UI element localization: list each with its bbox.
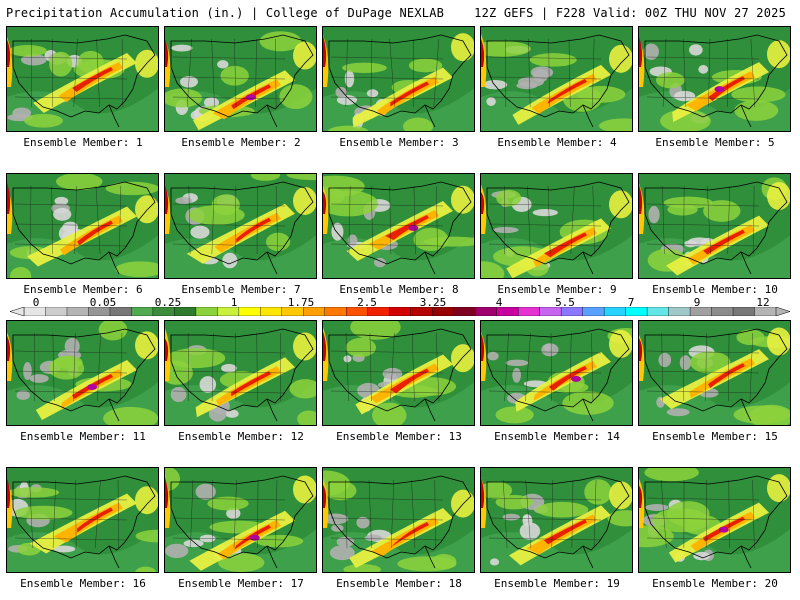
colorbar-min-arrow	[10, 307, 25, 316]
ensemble-map-panel	[322, 26, 475, 132]
ensemble-map-panel	[322, 173, 475, 279]
ensemble-member-label: Ensemble Member: 18	[336, 577, 462, 590]
precip-map	[323, 468, 474, 572]
precip-colorbar: 0 0.05 0.25 1 1.75 2.5 3.25 4 5.5 7 9 12	[0, 296, 800, 318]
ensemble-member-label: Ensemble Member: 20	[652, 577, 778, 590]
ensemble-map-panel	[480, 26, 633, 132]
precip-map	[323, 27, 474, 131]
colorbar-swatch	[582, 307, 605, 316]
colorbar-tick-label: 7	[627, 296, 635, 309]
precip-map	[481, 174, 632, 278]
precip-map	[481, 321, 632, 425]
precip-map	[165, 174, 316, 278]
colorbar-tick-label: 4	[495, 296, 503, 309]
ensemble-member-label: Ensemble Member: 9	[497, 283, 617, 296]
ensemble-member-label: Ensemble Member: 15	[652, 430, 778, 443]
colorbar-tick-label: 12	[756, 296, 770, 309]
ensemble-member-label: Ensemble Member: 16	[20, 577, 146, 590]
precip-map	[7, 321, 158, 425]
ensemble-map-panel	[6, 467, 159, 573]
precip-map	[639, 321, 790, 425]
colorbar-swatch	[603, 307, 627, 316]
colorbar-swatch	[517, 307, 541, 316]
colorbar-swatch	[131, 307, 154, 316]
ensemble-member-label: Ensemble Member: 12	[178, 430, 304, 443]
precip-map	[323, 174, 474, 278]
ensemble-map-panel	[164, 320, 317, 426]
colorbar-tick-label: 3.25	[419, 296, 447, 309]
colorbar-swatch	[732, 307, 756, 316]
precip-map	[7, 174, 158, 278]
ensemble-member-label: Ensemble Member: 6	[23, 283, 143, 296]
colorbar-swatch	[646, 307, 670, 316]
colorbar-swatch	[238, 307, 261, 316]
ensemble-map-panel	[6, 26, 159, 132]
model-run-info: 12Z GEFS | F228 Valid: 00Z THU NOV 27 20…	[474, 6, 786, 20]
colorbar-swatch	[260, 307, 283, 316]
ensemble-member-label: Ensemble Member: 3	[339, 136, 459, 149]
ensemble-member-label: Ensemble Member: 8	[339, 283, 459, 296]
precip-map	[639, 468, 790, 572]
ensemble-map-panel	[638, 320, 791, 426]
ensemble-map-panel	[638, 173, 791, 279]
map-title: Precipitation Accumulation (in.) | Colle…	[6, 6, 445, 20]
colorbar-tick-label: 0.25	[154, 296, 182, 309]
precip-map	[481, 27, 632, 131]
ensemble-map-panel	[164, 173, 317, 279]
ensemble-map-panel	[322, 320, 475, 426]
colorbar-swatch	[66, 307, 89, 316]
ensemble-member-label: Ensemble Member: 10	[652, 283, 778, 296]
precip-map	[639, 174, 790, 278]
colorbar-swatch	[45, 307, 68, 316]
colorbar-max-arrow	[775, 307, 790, 316]
colorbar-tick-label: 9	[693, 296, 701, 309]
precip-map	[7, 27, 158, 131]
colorbar-tick-label: 0.05	[89, 296, 117, 309]
ensemble-map-panel	[164, 467, 317, 573]
colorbar-tick-label: 1	[230, 296, 238, 309]
ensemble-map-panel	[480, 467, 633, 573]
colorbar-swatch	[324, 307, 347, 316]
colorbar-swatch	[711, 307, 734, 316]
ensemble-map-panel	[6, 173, 159, 279]
precip-map	[165, 468, 316, 572]
precip-map	[165, 27, 316, 131]
colorbar-tick-label: 1.75	[287, 296, 315, 309]
precip-map	[165, 321, 316, 425]
ensemble-member-label: Ensemble Member: 5	[655, 136, 775, 149]
ensemble-map-panel	[638, 26, 791, 132]
ensemble-member-label: Ensemble Member: 14	[494, 430, 620, 443]
ensemble-map-panel	[6, 320, 159, 426]
colorbar-tick-label: 5.5	[555, 296, 575, 309]
ensemble-member-label: Ensemble Member: 17	[178, 577, 304, 590]
ensemble-map-panel	[638, 467, 791, 573]
ensemble-member-label: Ensemble Member: 11	[20, 430, 146, 443]
ensemble-map-panel	[164, 26, 317, 132]
ensemble-map-panel	[322, 467, 475, 573]
colorbar-swatch	[475, 307, 498, 316]
precip-map	[639, 27, 790, 131]
colorbar-tick-label: 0	[32, 296, 40, 309]
colorbar-swatch	[668, 307, 691, 316]
ensemble-member-label: Ensemble Member: 2	[181, 136, 301, 149]
ensemble-member-label: Ensemble Member: 4	[497, 136, 617, 149]
precip-map	[7, 468, 158, 572]
colorbar-swatch	[453, 307, 476, 316]
ensemble-map-panel	[480, 173, 633, 279]
colorbar-tick-label: 2.5	[357, 296, 377, 309]
ensemble-member-label: Ensemble Member: 13	[336, 430, 462, 443]
colorbar-swatch	[389, 307, 412, 316]
ensemble-member-label: Ensemble Member: 7	[181, 283, 301, 296]
colorbar-swatch	[195, 307, 218, 316]
ensemble-member-label: Ensemble Member: 19	[494, 577, 620, 590]
colorbar-swatches	[10, 307, 790, 316]
precip-map	[323, 321, 474, 425]
precip-map	[481, 468, 632, 572]
ensemble-member-label: Ensemble Member: 1	[23, 136, 143, 149]
ensemble-map-panel	[480, 320, 633, 426]
